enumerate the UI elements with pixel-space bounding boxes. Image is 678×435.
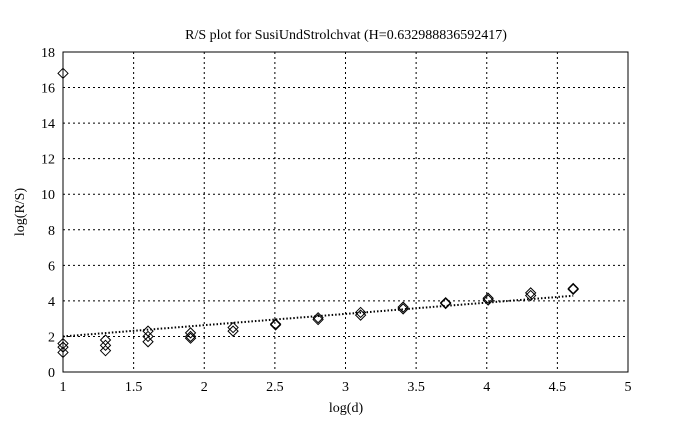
data-point bbox=[142, 330, 154, 343]
x-tick-label: 4.5 bbox=[549, 380, 567, 395]
regression-line bbox=[62, 294, 574, 338]
data-point bbox=[269, 319, 282, 331]
data-point bbox=[227, 321, 239, 334]
data-points bbox=[57, 67, 579, 359]
data-point bbox=[397, 301, 409, 313]
chart-title: R/S plot for SusiUndStrolchvat (H=0.6329… bbox=[185, 28, 507, 43]
x-tick-label: 5 bbox=[625, 380, 632, 395]
grid bbox=[63, 52, 628, 372]
x-tick-label: 3.5 bbox=[407, 380, 425, 395]
y-tick-label: 14 bbox=[41, 117, 55, 132]
data-point bbox=[184, 327, 197, 339]
data-point bbox=[269, 318, 282, 330]
data-point bbox=[184, 330, 197, 343]
y-tick-label: 8 bbox=[48, 224, 55, 239]
data-point bbox=[354, 309, 367, 321]
y-tick-label: 6 bbox=[48, 259, 55, 274]
y-tick-label: 4 bbox=[48, 295, 55, 310]
data-point bbox=[227, 325, 239, 337]
y-tick-label: 2 bbox=[48, 330, 55, 345]
data-point bbox=[312, 313, 324, 326]
data-point bbox=[524, 287, 537, 299]
x-tick-label: 1 bbox=[60, 380, 67, 395]
x-tick-label: 2 bbox=[201, 380, 208, 395]
data-point bbox=[184, 332, 197, 344]
data-point bbox=[354, 306, 367, 319]
x-tick-label: 3 bbox=[342, 380, 349, 395]
data-point bbox=[439, 296, 452, 309]
data-point bbox=[567, 283, 579, 296]
data-point bbox=[99, 339, 112, 352]
y-tick-label: 0 bbox=[48, 366, 55, 381]
fit-line bbox=[62, 294, 574, 338]
x-axis-label: log(d) bbox=[329, 401, 364, 416]
data-point bbox=[99, 344, 112, 357]
x-tick-label: 4 bbox=[483, 380, 490, 395]
y-tick-label: 18 bbox=[41, 46, 55, 61]
data-point bbox=[142, 336, 154, 348]
data-point bbox=[439, 297, 452, 310]
data-point bbox=[567, 282, 579, 295]
data-point bbox=[397, 303, 409, 315]
y-tick-label: 10 bbox=[41, 188, 55, 203]
data-point bbox=[482, 292, 494, 304]
plot-frame bbox=[62, 51, 629, 373]
data-point bbox=[524, 289, 537, 302]
y-tick-label: 16 bbox=[41, 82, 55, 97]
x-tick-label: 1.5 bbox=[125, 380, 143, 395]
y-tick-label: 12 bbox=[41, 153, 55, 168]
data-point bbox=[482, 294, 494, 306]
data-point bbox=[312, 312, 324, 324]
y-axis-label: log(R/S) bbox=[13, 188, 28, 237]
x-tick-label: 2.5 bbox=[266, 380, 284, 395]
tick-labels: 1 1.5 2 2.5 3 3.5 4 4.5 5 0 2 4 6 8 10 12 14 16 18 bbox=[41, 46, 632, 395]
